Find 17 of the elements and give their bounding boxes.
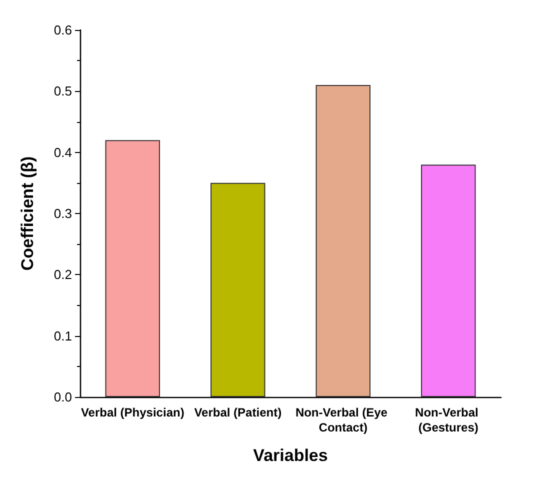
y-tick-label: 0.1: [54, 328, 72, 344]
bar: [105, 140, 160, 397]
x-tick-label: Verbal (Physician): [80, 406, 184, 420]
bar: [210, 182, 266, 397]
y-tick-label: 0.5: [54, 84, 72, 99]
y-tick-label: 0.2: [54, 267, 72, 282]
y-axis-title: Coefficient (β): [18, 156, 37, 271]
x-tick-label: Verbal (Patient): [194, 406, 282, 420]
bar: [421, 164, 476, 397]
y-tick-label: 0.3: [54, 206, 72, 221]
y-tick-label: 0.6: [54, 22, 72, 38]
bar: [316, 85, 370, 397]
y-tick-label: 0.4: [54, 144, 72, 160]
x-tick-label: Non-Verbal (Eye Contact): [295, 406, 391, 434]
x-tick-label: Non-Verbal (Gestures): [415, 406, 482, 434]
y-tick-label: 0.0: [54, 390, 72, 404]
x-axis-title: Variables: [253, 446, 328, 465]
